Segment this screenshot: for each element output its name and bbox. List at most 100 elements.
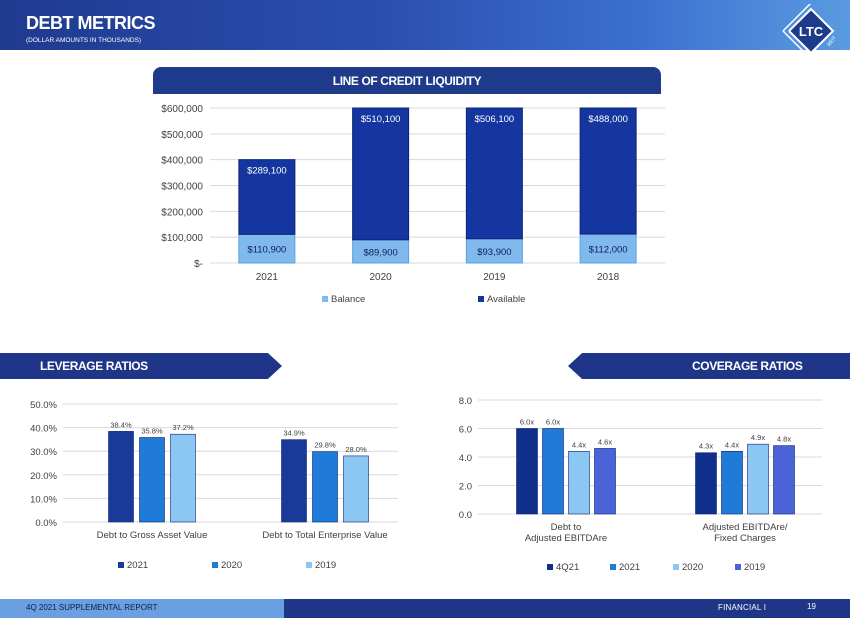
x-tick-label: Debt to bbox=[551, 522, 582, 533]
bar-2019 bbox=[170, 433, 196, 523]
legend-swatch bbox=[610, 564, 616, 570]
bar-2021 bbox=[721, 450, 743, 515]
data-label: $510,100 bbox=[361, 114, 401, 125]
legend-label: Available bbox=[487, 294, 525, 305]
data-label: 29.8% bbox=[314, 441, 336, 450]
header-band bbox=[0, 0, 850, 50]
legend-swatch bbox=[735, 564, 741, 570]
legend-swatch bbox=[673, 564, 679, 570]
data-label: 6.0x bbox=[546, 418, 560, 427]
bar-balance bbox=[465, 238, 523, 264]
y-tick-label: 4.0 bbox=[459, 453, 472, 464]
legend-label: 2019 bbox=[315, 560, 336, 571]
data-label: 4.3x bbox=[699, 442, 713, 451]
data-label: $89,900 bbox=[363, 247, 397, 258]
y-tick-label: 2.0 bbox=[459, 482, 472, 493]
ltc-logo: LTC REIT bbox=[782, 4, 838, 58]
data-label: $110,900 bbox=[247, 245, 286, 256]
data-label: 4.4x bbox=[572, 440, 586, 449]
legend-label: 2021 bbox=[619, 562, 640, 573]
data-label: 38.4% bbox=[110, 420, 132, 429]
line-of-credit-header: LINE OF CREDIT LIQUIDITY bbox=[153, 67, 661, 94]
bar-2019 bbox=[594, 448, 616, 515]
y-tick-label: 40.0% bbox=[30, 424, 57, 435]
footer-page-number: 19 bbox=[807, 602, 816, 611]
legend-label: 2019 bbox=[744, 562, 765, 573]
y-tick-label: 0.0% bbox=[35, 518, 57, 529]
x-tick-label: Adjusted EBITDAre/ bbox=[702, 522, 787, 533]
data-label: $488,000 bbox=[588, 114, 628, 125]
page-title: DEBT METRICS bbox=[26, 13, 156, 33]
legend-swatch bbox=[212, 562, 218, 568]
footer-report-label: 4Q 2021 SUPPLEMENTAL REPORT bbox=[26, 603, 158, 612]
data-label: 35.8% bbox=[141, 427, 163, 436]
y-tick-label: $400,000 bbox=[161, 156, 203, 167]
bar-2020 bbox=[312, 451, 338, 523]
data-label: 37.2% bbox=[172, 423, 194, 432]
y-tick-label: 50.0% bbox=[30, 400, 57, 411]
y-tick-label: 20.0% bbox=[30, 471, 57, 482]
bar-2021 bbox=[108, 431, 134, 523]
y-tick-label: 8.0 bbox=[459, 396, 472, 407]
bar-available bbox=[238, 159, 296, 235]
logo-subtext: REIT bbox=[826, 35, 837, 48]
y-tick-label: 10.0% bbox=[30, 494, 57, 505]
legend-swatch bbox=[118, 562, 124, 568]
x-tick-label: Debt to Gross Asset Value bbox=[97, 530, 208, 541]
x-tick-label: Fixed Charges bbox=[714, 533, 776, 544]
bar-2020 bbox=[139, 437, 165, 523]
data-label: 4.6x bbox=[598, 437, 612, 446]
bar-2019 bbox=[343, 455, 369, 523]
data-label: 6.0x bbox=[520, 418, 534, 427]
y-tick-label: 6.0 bbox=[459, 425, 472, 436]
data-label: $93,900 bbox=[477, 247, 511, 258]
bar-2019 bbox=[773, 445, 795, 515]
bar-available bbox=[465, 107, 523, 240]
y-tick-label: 30.0% bbox=[30, 447, 57, 458]
x-tick-label: 2018 bbox=[597, 272, 620, 283]
legend-label: 2020 bbox=[221, 560, 242, 571]
data-label: 4.9x bbox=[751, 433, 765, 442]
legend-swatch bbox=[547, 564, 553, 570]
legend-label: Balance bbox=[331, 294, 365, 305]
bar-4q21 bbox=[695, 452, 717, 515]
legend-swatch bbox=[478, 296, 484, 302]
logo-text: LTC bbox=[799, 24, 824, 39]
bar-4q21 bbox=[516, 428, 538, 515]
data-label: 34.9% bbox=[283, 429, 305, 438]
bar-available bbox=[579, 107, 637, 235]
legend-label: 4Q21 bbox=[556, 562, 579, 573]
data-label: $112,000 bbox=[589, 245, 628, 256]
leverage-ratios-header: LEVERAGE RATIOS bbox=[0, 353, 282, 379]
data-label: 4.8x bbox=[777, 435, 791, 444]
data-label: $506,100 bbox=[475, 114, 515, 125]
legend-label: 2020 bbox=[682, 562, 703, 573]
bar-2021 bbox=[542, 428, 564, 515]
x-tick-label: Adjusted EBITDAre bbox=[525, 533, 607, 544]
bar-2020 bbox=[747, 443, 769, 515]
coverage-ratios-header: COVERAGE RATIOS bbox=[568, 353, 850, 379]
x-tick-label: 2021 bbox=[256, 272, 279, 283]
x-tick-label: 2019 bbox=[483, 272, 506, 283]
bar-available bbox=[352, 107, 410, 241]
bar-balance bbox=[579, 233, 637, 264]
y-tick-label: $200,000 bbox=[161, 207, 203, 218]
y-tick-label: $- bbox=[194, 259, 203, 270]
legend-label: 2021 bbox=[127, 560, 148, 571]
x-tick-label: Debt to Total Enterprise Value bbox=[262, 530, 387, 541]
y-tick-label: $600,000 bbox=[161, 104, 203, 115]
data-label: $289,100 bbox=[247, 166, 287, 177]
y-tick-label: $300,000 bbox=[161, 182, 203, 193]
x-tick-label: 2020 bbox=[370, 272, 393, 283]
page-subtitle: (DOLLAR AMOUNTS IN THOUSANDS) bbox=[26, 37, 142, 44]
footer-section-label: FINANCIAL I bbox=[718, 603, 767, 612]
y-tick-label: $100,000 bbox=[161, 233, 203, 244]
data-label: 28.0% bbox=[345, 445, 367, 454]
bar-2021 bbox=[281, 439, 307, 523]
y-tick-label: $500,000 bbox=[161, 130, 203, 141]
footer-left-block bbox=[0, 599, 284, 618]
legend-swatch bbox=[322, 296, 328, 302]
bar-2020 bbox=[568, 450, 590, 515]
data-label: 4.4x bbox=[725, 440, 739, 449]
